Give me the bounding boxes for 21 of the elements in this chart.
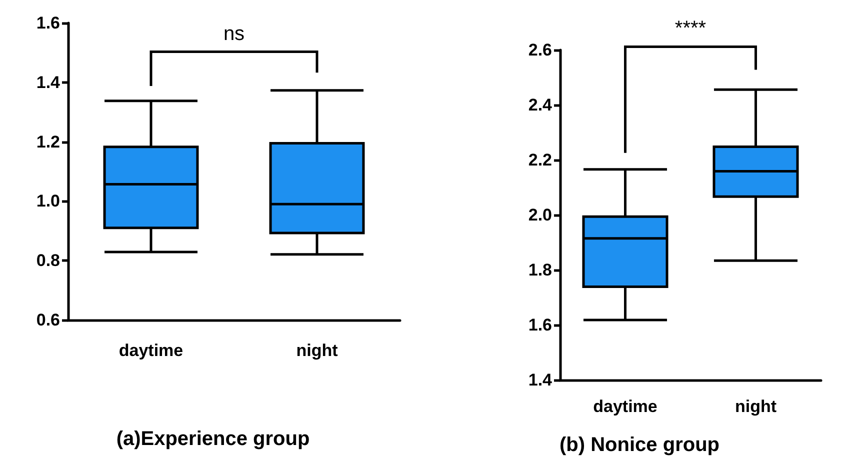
y-tick-label: 1.4 [36, 72, 61, 92]
y-tick-label: 0.8 [36, 251, 60, 270]
x-tick-label: night [296, 341, 338, 360]
y-tick-label: 2.4 [528, 96, 553, 114]
annotation: ns [223, 22, 245, 45]
text: **** [674, 18, 706, 40]
text: (b) Nonice group [560, 434, 720, 456]
y-tick-label: 1.2 [36, 132, 60, 152]
text: (a)Experience group [116, 428, 310, 450]
y-tick-label: 1.4 [528, 370, 553, 390]
x-tick-label: night [734, 397, 777, 416]
x-tick-label: daytime [118, 341, 184, 360]
y-tick-label: 1.6 [528, 316, 552, 334]
y-tick-label: 2.6 [528, 40, 552, 60]
y-tick-label: 1.6 [36, 14, 60, 32]
y-tick-label: 1.8 [528, 260, 552, 280]
y-tick-label: 2.0 [528, 206, 552, 224]
y-tick-label: 0.6 [36, 310, 60, 330]
x-tick-label: daytime [593, 397, 658, 416]
y-tick-label: 2.2 [528, 150, 552, 170]
y-tick-label: 1.0 [36, 192, 60, 211]
